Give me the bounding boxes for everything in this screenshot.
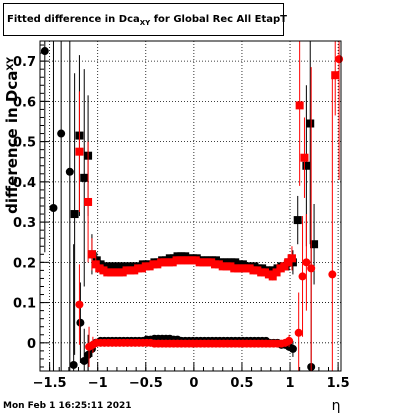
- data-point: [268, 272, 277, 281]
- data-point: [284, 258, 293, 267]
- data-point: [294, 328, 303, 337]
- chart-title-suffix: for Global Rec All EtapT: [150, 14, 287, 25]
- y-tick-label: 0.5: [13, 136, 36, 151]
- data-point: [69, 360, 78, 369]
- x-tick-label: −0.5: [129, 376, 163, 391]
- data-point: [70, 210, 79, 219]
- data-point: [80, 356, 89, 365]
- data-point: [75, 147, 84, 156]
- data-point: [302, 258, 311, 267]
- grid: [40, 41, 341, 371]
- x-tick-label: 1.5: [327, 376, 350, 391]
- data-point: [310, 240, 319, 249]
- data-point: [335, 55, 344, 64]
- y-axis-label-subscript: XY: [6, 57, 16, 71]
- data-point: [331, 71, 340, 80]
- x-axis-label: η: [332, 398, 341, 414]
- y-tick-label: 0.4: [13, 176, 36, 191]
- chart-title: Fitted difference in DcaXY for Global Re…: [7, 14, 287, 27]
- data-point: [40, 47, 49, 56]
- data-point: [285, 336, 294, 345]
- data-point: [306, 119, 315, 128]
- data-point: [57, 129, 66, 138]
- y-axis-label: difference in DcaXY: [3, 57, 21, 214]
- data-markers: [40, 41, 344, 371]
- data-point: [288, 258, 297, 267]
- data-point: [302, 161, 311, 170]
- chart-title-box: Fitted difference in DcaXY for Global Re…: [3, 3, 287, 36]
- axes: −1.5 −1 −0.5 0 0.5 1 1.5 0 0.1 0.2 0.3 0.4 0.5 0.6 0.7: [13, 44, 350, 391]
- data-point: [91, 260, 100, 269]
- data-point: [75, 300, 84, 309]
- data-point: [49, 204, 58, 213]
- data-point: [84, 350, 93, 359]
- x-tick-label: 1: [286, 376, 295, 391]
- data-point: [293, 216, 302, 225]
- timestamp: Mon Feb 1 16:25:11 2021: [3, 401, 132, 411]
- data-point: [87, 250, 96, 259]
- data-point: [307, 264, 316, 273]
- data-point: [84, 197, 93, 206]
- data-point: [272, 268, 281, 277]
- y-tick-label: 0.1: [13, 297, 36, 312]
- data-point: [295, 101, 304, 110]
- x-tick-label: 0: [189, 376, 198, 391]
- data-point: [280, 262, 289, 271]
- y-tick-label: 0.2: [13, 256, 36, 271]
- data-point: [328, 270, 337, 279]
- y-tick-label: 0.7: [13, 55, 36, 70]
- data-point: [65, 167, 74, 176]
- y-tick-label: 0.3: [13, 216, 36, 231]
- data-point: [287, 254, 296, 263]
- y-tick-label: 0.6: [13, 95, 36, 110]
- data-point: [298, 272, 307, 281]
- data-point: [300, 153, 309, 162]
- plot-frame: [39, 40, 342, 372]
- y-tick-label: 0: [27, 337, 36, 352]
- y-axis-label-main: difference in Dca: [3, 71, 21, 214]
- data-point: [92, 256, 101, 265]
- chart-title-subscript: XY: [139, 19, 151, 27]
- data-point: [80, 173, 89, 182]
- x-tick-label: −1: [88, 376, 108, 391]
- x-tick-label: 0.5: [230, 376, 253, 391]
- data-point: [76, 318, 85, 327]
- chart-title-prefix: Fitted difference in Dca: [7, 14, 140, 25]
- data-point: [288, 344, 297, 353]
- x-tick-label: −1.5: [33, 376, 67, 391]
